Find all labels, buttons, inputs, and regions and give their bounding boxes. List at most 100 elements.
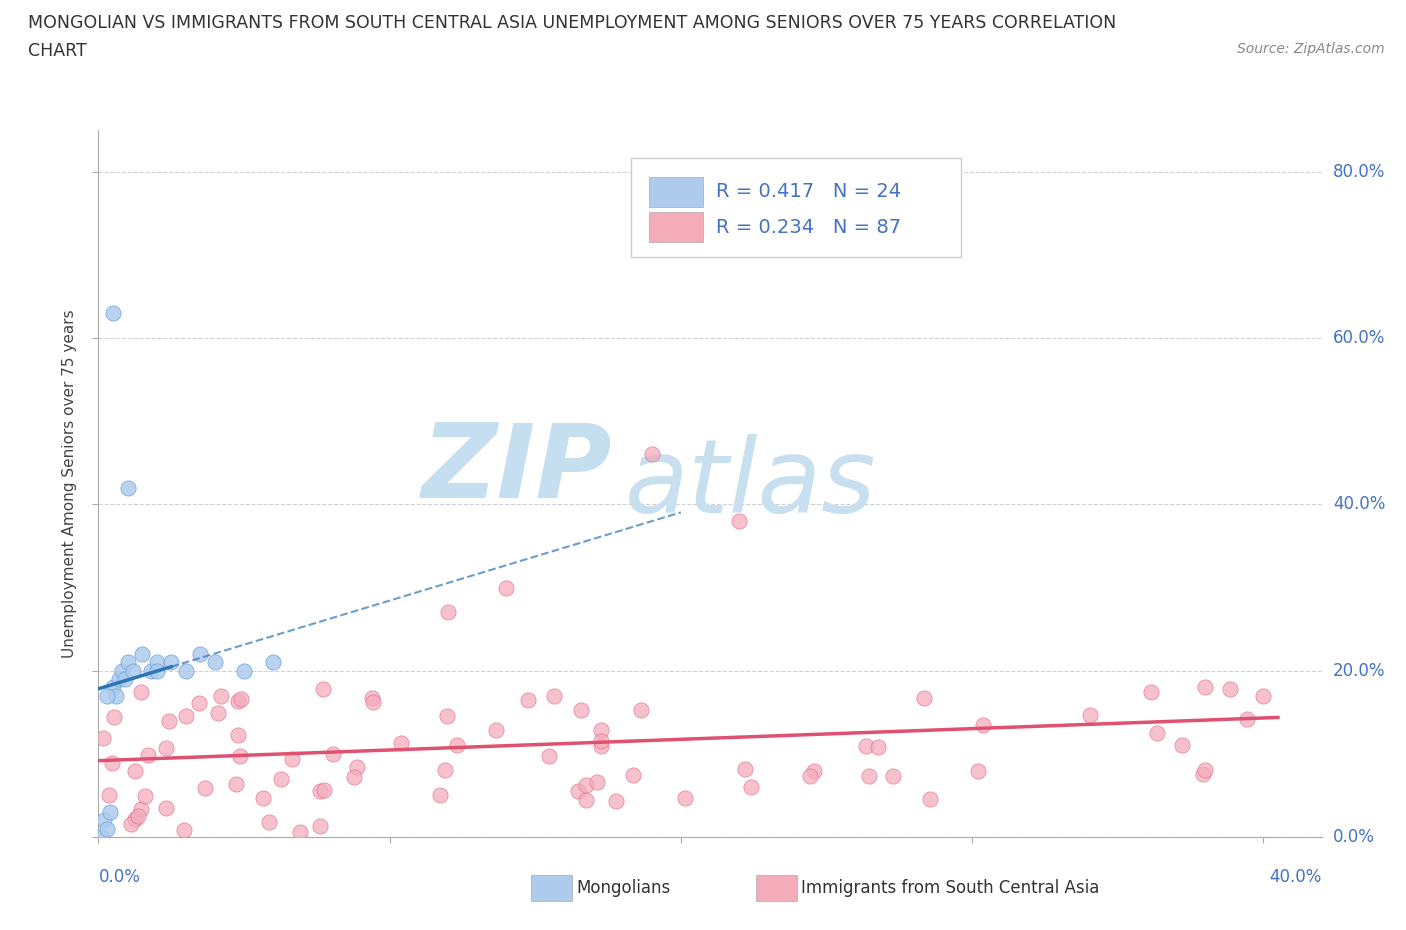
Point: [346, 760, 368, 775]
Point: [174, 709, 197, 724]
Point: [91, 730, 114, 745]
Text: CHART: CHART: [28, 42, 87, 60]
Point: [233, 663, 256, 678]
Point: [673, 790, 696, 805]
Point: [194, 781, 217, 796]
Point: [139, 663, 162, 678]
Point: [1194, 763, 1216, 777]
Point: [882, 768, 904, 783]
Point: [314, 783, 336, 798]
Point: [101, 755, 124, 770]
Point: [229, 749, 252, 764]
Point: [858, 768, 880, 783]
Point: [1146, 725, 1168, 740]
Point: [589, 734, 612, 749]
Point: [204, 655, 226, 670]
Point: [1253, 688, 1275, 703]
Point: [1080, 708, 1102, 723]
Point: [174, 663, 197, 678]
Point: [101, 306, 124, 321]
Text: R = 0.234   N = 87: R = 0.234 N = 87: [716, 218, 901, 236]
FancyBboxPatch shape: [648, 177, 703, 206]
Point: [160, 655, 183, 670]
Point: [120, 817, 142, 831]
Point: [257, 815, 280, 830]
Point: [312, 682, 335, 697]
Point: [361, 695, 384, 710]
Point: [228, 694, 250, 709]
Point: [586, 775, 609, 790]
Point: [389, 736, 412, 751]
Point: [446, 737, 468, 752]
Point: [270, 771, 292, 786]
Y-axis label: Unemployment Among Seniors over 75 years: Unemployment Among Seniors over 75 years: [62, 310, 77, 658]
Point: [131, 646, 153, 661]
Point: [111, 663, 134, 678]
Point: [262, 655, 284, 670]
Point: [90, 830, 112, 844]
Text: 0.0%: 0.0%: [1333, 828, 1375, 846]
Point: [173, 823, 195, 838]
Point: [343, 770, 366, 785]
Point: [567, 784, 589, 799]
FancyBboxPatch shape: [630, 158, 960, 258]
Point: [437, 605, 460, 620]
Text: atlas: atlas: [624, 433, 876, 534]
Point: [866, 739, 889, 754]
Point: [799, 768, 821, 783]
Point: [322, 747, 344, 762]
Point: [117, 480, 139, 495]
Point: [591, 738, 613, 753]
Point: [1219, 682, 1241, 697]
Point: [308, 818, 330, 833]
Point: [641, 447, 664, 462]
Point: [155, 800, 177, 815]
Point: [434, 763, 457, 777]
Point: [229, 692, 252, 707]
Point: [124, 811, 146, 826]
Point: [361, 691, 384, 706]
Point: [96, 821, 118, 836]
Point: [108, 671, 131, 686]
Point: [103, 710, 125, 724]
FancyBboxPatch shape: [648, 212, 703, 242]
Text: 40.0%: 40.0%: [1270, 868, 1322, 885]
Text: 60.0%: 60.0%: [1333, 329, 1385, 347]
Point: [589, 723, 612, 737]
Point: [124, 764, 146, 778]
Point: [129, 802, 152, 817]
Point: [104, 688, 127, 703]
Text: ZIP: ZIP: [422, 418, 612, 520]
Point: [98, 788, 121, 803]
Point: [188, 646, 212, 661]
Point: [605, 793, 627, 808]
Point: [516, 693, 538, 708]
Point: [728, 513, 751, 528]
Text: 20.0%: 20.0%: [1333, 661, 1385, 680]
Point: [209, 689, 232, 704]
Point: [127, 808, 149, 823]
Point: [967, 764, 990, 778]
Point: [207, 706, 229, 721]
Point: [101, 680, 124, 695]
Point: [188, 696, 211, 711]
Text: MONGOLIAN VS IMMIGRANTS FROM SOUTH CENTRAL ASIA UNEMPLOYMENT AMONG SENIORS OVER : MONGOLIAN VS IMMIGRANTS FROM SOUTH CENTR…: [28, 14, 1116, 32]
Point: [129, 684, 152, 699]
Point: [309, 784, 332, 799]
Point: [575, 777, 598, 792]
Point: [912, 691, 935, 706]
Point: [630, 702, 652, 717]
Point: [543, 688, 565, 703]
Point: [96, 688, 118, 703]
Point: [1171, 737, 1194, 752]
Point: [281, 751, 304, 766]
Point: [290, 824, 312, 839]
Point: [1194, 680, 1216, 695]
Point: [145, 655, 167, 670]
Point: [136, 748, 159, 763]
Point: [93, 813, 115, 828]
Point: [252, 790, 274, 805]
Text: 0.0%: 0.0%: [98, 868, 141, 885]
Point: [145, 663, 167, 678]
Point: [740, 779, 762, 794]
